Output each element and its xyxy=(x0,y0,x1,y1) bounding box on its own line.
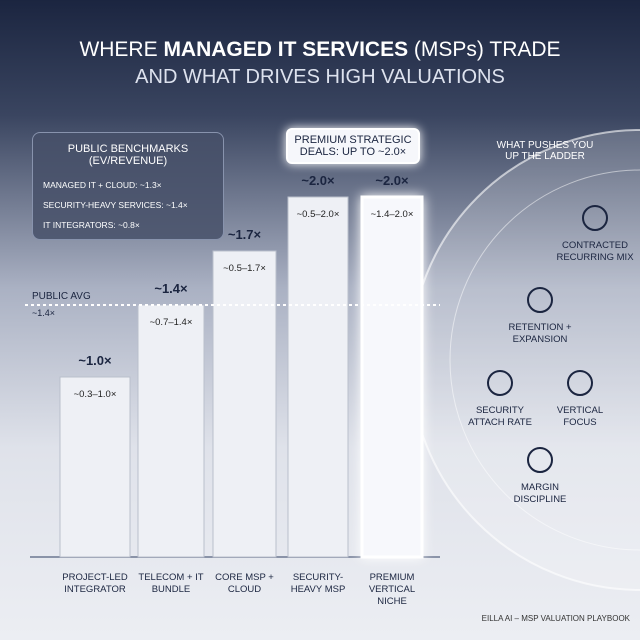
category-label: TELECOM + IT BUNDLE xyxy=(138,572,204,595)
category-label: PREMIUM VERTICAL NICHE xyxy=(368,572,416,607)
driver-item: VERTICAL FOCUS xyxy=(556,405,604,428)
driver-item: MARGIN DISCIPLINE xyxy=(513,482,567,505)
subtitle: AND WHAT DRIVES HIGH VALUATIONS xyxy=(135,66,505,88)
ladder-ring xyxy=(409,129,640,591)
callout: PREMIUM STRATEGIC DEALS: UP TO ~2.0× xyxy=(286,128,420,164)
driver-icon xyxy=(527,287,553,313)
driver-icon xyxy=(567,370,593,396)
category-label: PROJECT-LED INTEGRATOR xyxy=(62,572,128,595)
bar xyxy=(212,250,277,558)
reference-label: PUBLIC AVG xyxy=(32,291,91,302)
range-label: ~0.3–1.0× xyxy=(73,389,117,400)
driver-item: SECURITY ATTACH RATE xyxy=(468,405,532,428)
bar xyxy=(360,195,424,559)
title: WHERE MANAGED IT SERVICES (MSPs) TRADE xyxy=(0,38,640,62)
title-part: WHERE xyxy=(79,38,164,61)
driver-item: CONTRACTED RECURRING MIX xyxy=(556,240,634,263)
category-label: CORE MSP + CLOUD xyxy=(215,572,274,595)
driver-icon xyxy=(527,447,553,473)
value-label: ~2.0× xyxy=(375,173,409,188)
drivers-heading: WHAT PUSHES YOU UP THE LADDER xyxy=(496,140,594,162)
reference-value: ~1.4× xyxy=(32,308,56,318)
category-label: SECURITY-HEAVY MSP xyxy=(290,572,346,595)
range-label: ~1.4–2.0× xyxy=(370,209,414,220)
benchmarks-heading: PUBLIC BENCHMARKS (EV/REVENUE) xyxy=(67,143,189,167)
ladder-ring xyxy=(449,169,640,551)
benchmark-item: SECURITY-HEAVY SERVICES: ~1.4× xyxy=(43,200,188,210)
benchmarks-box: PUBLIC BENCHMARKS (EV/REVENUE) MANAGED I… xyxy=(32,132,224,240)
benchmark-item: MANAGED IT + CLOUD: ~1.3× xyxy=(43,180,162,190)
bar xyxy=(59,376,131,558)
value-label: ~2.0× xyxy=(301,173,335,188)
value-label: ~1.7× xyxy=(227,227,262,242)
range-label: ~0.5–1.7× xyxy=(223,263,266,274)
driver-icon xyxy=(487,370,513,396)
title-bold: MANAGED IT SERVICES xyxy=(163,38,409,61)
bar xyxy=(137,304,205,558)
bar xyxy=(287,196,349,558)
benchmarks-list: MANAGED IT + CLOUD: ~1.3× SECURITY-HEAVY … xyxy=(43,175,223,235)
footer: EILLA AI – MSP VALUATION PLAYBOOK xyxy=(481,614,630,623)
driver-icon xyxy=(582,205,608,231)
driver-item: RETENTION + EXPANSION xyxy=(508,322,572,345)
benchmark-item: IT INTEGRATORS: ~0.8× xyxy=(43,220,140,230)
range-label: ~0.7–1.4× xyxy=(149,317,193,328)
range-label: ~0.5–2.0× xyxy=(296,209,340,220)
value-label: ~1.0× xyxy=(78,353,112,368)
title-part: (MSPs) TRADE xyxy=(408,38,561,61)
value-label: ~1.4× xyxy=(154,281,188,296)
